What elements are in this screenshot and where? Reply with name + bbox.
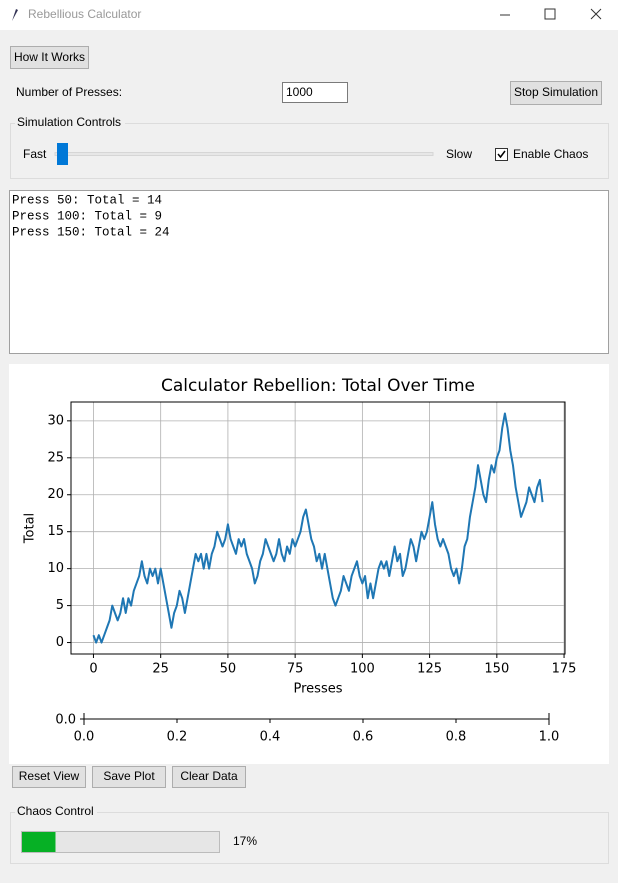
plot-canvas <box>9 364 609 764</box>
x-tick-label: 25 <box>152 662 169 677</box>
window-title: Rebellious Calculator <box>28 7 141 21</box>
x-tick-label: 0.0 <box>74 730 95 745</box>
button-label: How It Works <box>14 50 85 64</box>
x-tick-label: 125 <box>417 662 442 677</box>
y-axis-label: Total <box>23 513 38 544</box>
x-tick-label: 50 <box>220 662 237 677</box>
speed-slider-handle[interactable] <box>57 143 68 165</box>
button-label: Clear Data <box>180 769 238 783</box>
progress-label: 17% <box>233 834 257 848</box>
how-it-works-button[interactable] <box>10 46 89 69</box>
x-tick-label: 0.2 <box>167 730 188 745</box>
controls-frame <box>10 123 609 179</box>
axes-frame <box>70 401 566 655</box>
frame-label-bg <box>15 805 97 819</box>
frame-title: Chaos Control <box>17 804 94 818</box>
progress-trough <box>21 831 220 853</box>
frame-label-bg <box>15 116 125 130</box>
stop-button[interactable] <box>510 81 602 105</box>
title-bar <box>0 0 618 30</box>
x-tick-label: 75 <box>287 662 304 677</box>
y-tick-label: 0.0 <box>55 713 76 728</box>
checkmark <box>497 150 506 159</box>
clear-button[interactable] <box>172 766 246 788</box>
button-label: Reset View <box>19 769 80 783</box>
log-line: Press 50: Total = 14 <box>12 193 162 207</box>
x-axis-label: Presses <box>294 682 343 697</box>
x-tick-label: 0 <box>89 662 97 677</box>
app-icon <box>12 9 18 21</box>
x-tick-label: 0.4 <box>260 730 281 745</box>
chaos-frame <box>10 812 609 864</box>
y-tick-label: 25 <box>47 450 64 465</box>
reset-button[interactable] <box>12 766 86 788</box>
y-tick-label: 0 <box>56 635 64 650</box>
chart-title: Calculator Rebellion: Total Over Time <box>161 376 475 396</box>
save-button[interactable] <box>92 766 166 788</box>
x-tick-label: 1.0 <box>539 730 560 745</box>
y-tick-label: 20 <box>47 487 64 502</box>
log-textbox[interactable] <box>9 190 609 354</box>
log-line: Press 150: Total = 24 <box>12 225 170 239</box>
presses-label: Number of Presses: <box>16 85 122 99</box>
x-tick-label: 0.6 <box>353 730 374 745</box>
y-tick-label: 30 <box>47 413 64 428</box>
presses-value: 1000 <box>286 85 313 99</box>
y-tick-label: 15 <box>47 524 64 539</box>
data-line <box>92 412 544 644</box>
chaos-checkbox-label: Enable Chaos <box>513 147 588 161</box>
presses-entry[interactable] <box>282 82 348 103</box>
frame-title: Simulation Controls <box>17 115 121 129</box>
progress-fill <box>22 832 56 852</box>
speed-slider-track[interactable] <box>54 152 434 156</box>
log-line: Press 100: Total = 9 <box>12 209 162 223</box>
slow-label: Slow <box>446 147 472 161</box>
x-tick-label: 0.8 <box>446 730 467 745</box>
button-label: Save Plot <box>103 769 155 783</box>
button-label: Stop Simulation <box>514 85 598 99</box>
close[interactable] <box>590 8 602 20</box>
x-tick-label: 100 <box>350 662 375 677</box>
x-tick-label: 175 <box>552 662 577 677</box>
x-tick-label: 150 <box>484 662 509 677</box>
y-tick-label: 10 <box>47 561 64 576</box>
y-tick-label: 5 <box>56 598 64 613</box>
fast-label: Fast <box>23 147 47 161</box>
maximize[interactable] <box>544 8 556 20</box>
